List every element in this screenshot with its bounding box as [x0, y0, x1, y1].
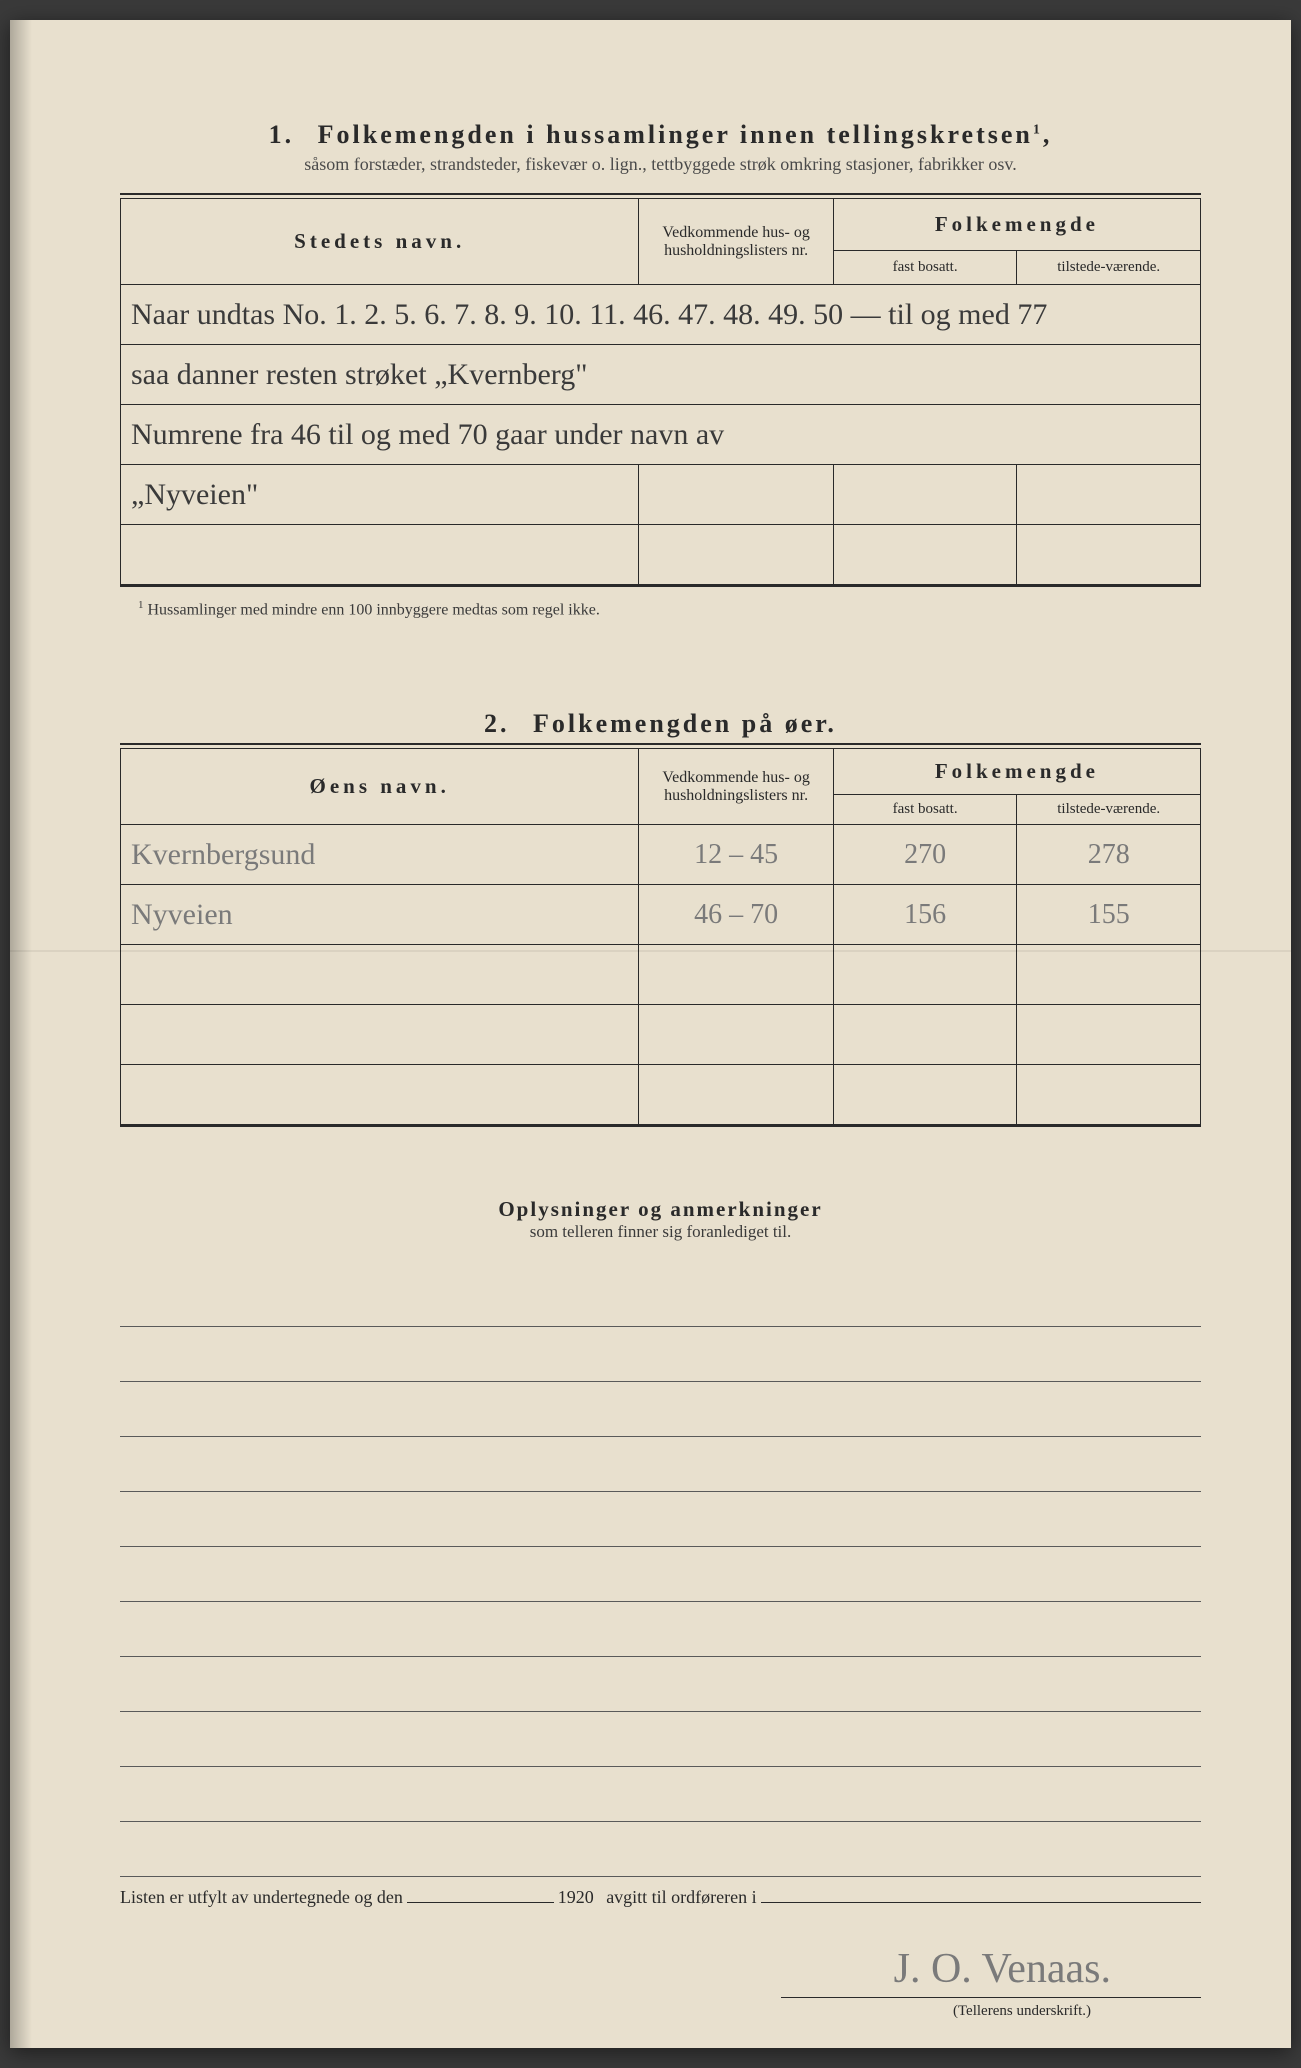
empty-cell: [1017, 1065, 1201, 1125]
col-lists2: Vedkommende hus- og husholdningslisters …: [639, 749, 833, 825]
empty-cell: [639, 1065, 833, 1125]
attestation-year: 1920: [558, 1887, 594, 1908]
col-tilstede: tilstede-værende.: [1017, 251, 1201, 285]
remarks-ruled-area: [120, 1272, 1201, 1877]
ruled-line: [120, 1492, 1201, 1547]
island-tilstede: 278: [1017, 825, 1201, 885]
col-oens-navn: Øens navn.: [121, 749, 639, 825]
page-fold-crease: [10, 950, 1291, 952]
ruled-line: [120, 1272, 1201, 1327]
footnote-marker: 1: [138, 599, 144, 611]
empty-cell: [639, 525, 833, 585]
attestation-blank-place: [761, 1883, 1201, 1903]
signature-rule: [781, 1997, 1201, 1998]
section2-top-rule: [120, 743, 1201, 745]
section1-subtitle: såsom forstæder, strandsteder, fiskevær …: [120, 154, 1201, 175]
ruled-line: [120, 1712, 1201, 1767]
ruled-line: [120, 1767, 1201, 1822]
empty-cell: [639, 1005, 833, 1065]
section2-table: Øens navn. Vedkommende hus- og husholdni…: [120, 748, 1201, 1125]
section2-title-text: Folkemengden på øer.: [533, 709, 837, 738]
empty-cell: [121, 1065, 639, 1125]
section1-top-rule: [120, 193, 1201, 195]
island-lists: 46 – 70: [639, 885, 833, 945]
handwritten-row: saa danner resten strøket „Kvernberg": [121, 345, 1201, 405]
signature-handwriting: J. O. Venaas.: [894, 1945, 1111, 1993]
empty-cell: [833, 1005, 1017, 1065]
col-fast: fast bosatt.: [833, 251, 1017, 285]
remarks-title: Oplysninger og anmerkninger: [120, 1197, 1201, 1222]
section2-title: 2. Folkemengden på øer.: [120, 709, 1201, 739]
section1-footnote: 1 Hussamlinger med mindre enn 100 innbyg…: [120, 599, 1201, 619]
island-name: Kvernbergsund: [121, 825, 639, 885]
section2: 2. Folkemengden på øer. Øens navn. Vedko…: [120, 709, 1201, 1127]
page-binding-shadow: [10, 20, 32, 2048]
island-fast: 270: [833, 825, 1017, 885]
ruled-line: [120, 1657, 1201, 1712]
section1-table: Stedets navn. Vedkommende hus- og hushol…: [120, 198, 1201, 585]
attestation-text-b: avgitt til ordføreren i: [606, 1887, 756, 1908]
ruled-line: [120, 1382, 1201, 1437]
signature-label: (Tellerens underskrift.): [953, 2003, 1091, 2020]
handwritten-row: Numrene fra 46 til og med 70 gaar under …: [121, 405, 1201, 465]
col-stedets-navn: Stedets navn.: [121, 199, 639, 285]
handwritten-row: „Nyveien": [121, 465, 639, 525]
attestation-blank-date: [407, 1883, 554, 1903]
handwritten-row: Naar undtas No. 1. 2. 5. 6. 7. 8. 9. 10.…: [121, 285, 1201, 345]
empty-cell: [639, 945, 833, 1005]
empty-cell: [833, 525, 1017, 585]
ruled-line: [120, 1602, 1201, 1657]
ruled-line: [120, 1547, 1201, 1602]
col-folkemengde: Folkemengde: [833, 199, 1200, 251]
island-name: Nyveien: [121, 885, 639, 945]
section1-title: 1. Folkemengden i hussamlinger innen tel…: [120, 120, 1201, 150]
ruled-line: [120, 1437, 1201, 1492]
section2-body: Kvernbergsund12 – 45270278 Nyveien46 – 70…: [121, 825, 1201, 1125]
empty-cell: [1017, 945, 1201, 1005]
col-fast2: fast bosatt.: [833, 795, 1017, 825]
empty-cell: [639, 465, 833, 525]
section1-title-suffix: ,: [1043, 120, 1053, 149]
section1-number: 1.: [269, 120, 295, 149]
footnote-text: Hussamlinger med mindre enn 100 innbygge…: [148, 601, 600, 618]
empty-cell: [1017, 465, 1201, 525]
section2-bottom-rule: [120, 1125, 1201, 1127]
attestation-text-a: Listen er utfylt av undertegnede og den: [120, 1887, 403, 1908]
island-lists: 12 – 45: [639, 825, 833, 885]
empty-cell: [121, 525, 639, 585]
empty-cell: [1017, 1005, 1201, 1065]
census-form-page: 1. Folkemengden i hussamlinger innen tel…: [10, 20, 1291, 2048]
section1-bottom-rule: [120, 585, 1201, 587]
island-tilstede: 155: [1017, 885, 1201, 945]
ruled-line: [120, 1327, 1201, 1382]
col-lists: Vedkommende hus- og husholdningslisters …: [639, 199, 833, 285]
section2-number: 2.: [484, 709, 510, 738]
empty-cell: [833, 945, 1017, 1005]
island-fast: 156: [833, 885, 1017, 945]
remarks-subtitle: som telleren finner sig foranlediget til…: [120, 1222, 1201, 1242]
col-folkemengde2: Folkemengde: [833, 749, 1200, 795]
empty-cell: [1017, 525, 1201, 585]
empty-cell: [121, 1005, 639, 1065]
section1-body: Naar undtas No. 1. 2. 5. 6. 7. 8. 9. 10.…: [121, 285, 1201, 585]
empty-cell: [121, 945, 639, 1005]
empty-cell: [833, 1065, 1017, 1125]
section1-title-text: Folkemengden i hussamlinger innen tellin…: [318, 120, 1033, 149]
attestation-line: Listen er utfylt av undertegnede og den …: [120, 1883, 1201, 1908]
col-tilstede2: tilstede-værende.: [1017, 795, 1201, 825]
section1-footnote-ref: 1: [1033, 122, 1043, 137]
empty-cell: [833, 465, 1017, 525]
ruled-line: [120, 1822, 1201, 1877]
